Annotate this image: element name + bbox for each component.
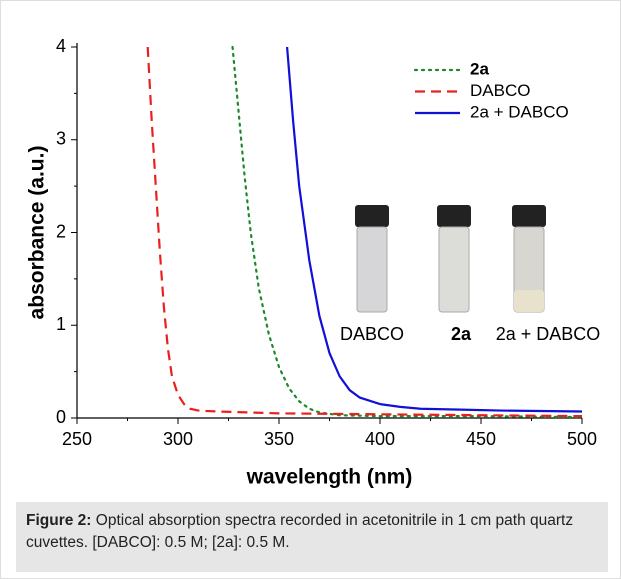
- legend-label: 2a + DABCO: [470, 102, 569, 121]
- legend-label: DABCO: [470, 81, 530, 100]
- photo-label: DABCO: [340, 324, 404, 344]
- caption: Figure 2: Optical absorption spectra rec…: [16, 502, 608, 572]
- y-tick-label: 2: [56, 221, 66, 241]
- x-tick-label: 400: [365, 429, 395, 449]
- y-axis-title: absorbance (a.u.): [26, 146, 49, 320]
- x-axis-title: wavelength (nm): [246, 466, 413, 489]
- y-tick-label: 3: [56, 129, 66, 149]
- y-tick-label: 1: [56, 314, 66, 334]
- vial-photos: [355, 205, 546, 313]
- x-tick-label: 450: [466, 429, 496, 449]
- data-line: [146, 46, 583, 418]
- caption-label: Figure 2:: [26, 512, 92, 529]
- legend-label: 2a: [470, 59, 489, 78]
- photo-label: 2a + DABCO: [496, 324, 601, 344]
- x-tick-label: 250: [62, 429, 92, 449]
- x-tick-label: 500: [567, 429, 597, 449]
- caption-text: Optical absorption spectra recorded in a…: [26, 512, 574, 551]
- data-line: [231, 45, 584, 419]
- x-tick-label: 350: [264, 429, 294, 449]
- data-line: [285, 46, 583, 413]
- x-tick-label: 300: [163, 429, 193, 449]
- y-tick-label: 0: [56, 407, 66, 427]
- y-tick-label: 4: [56, 36, 66, 56]
- photo-label: 2a: [451, 324, 472, 344]
